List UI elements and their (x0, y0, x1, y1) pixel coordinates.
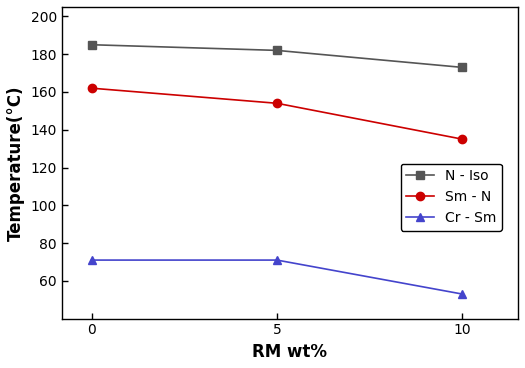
N - Iso (459, 65, 466, 70)
Line: Cr - Sm: Cr - Sm (87, 256, 467, 298)
Cr - Sm (274, 258, 280, 262)
N - Iso (88, 43, 94, 47)
N - Iso (274, 48, 280, 53)
Line: N - Iso: N - Iso (87, 40, 467, 71)
Sm - N (274, 101, 280, 106)
Line: Sm - N: Sm - N (87, 84, 467, 144)
Cr - Sm (88, 258, 94, 262)
Sm - N (88, 86, 94, 91)
Cr - Sm (459, 292, 466, 296)
Sm - N (459, 137, 466, 141)
X-axis label: RM wt%: RM wt% (253, 343, 328, 361)
Legend: N - Iso, Sm - N, Cr - Sm: N - Iso, Sm - N, Cr - Sm (401, 163, 502, 230)
Y-axis label: Temperature(°C): Temperature(°C) (7, 85, 25, 241)
